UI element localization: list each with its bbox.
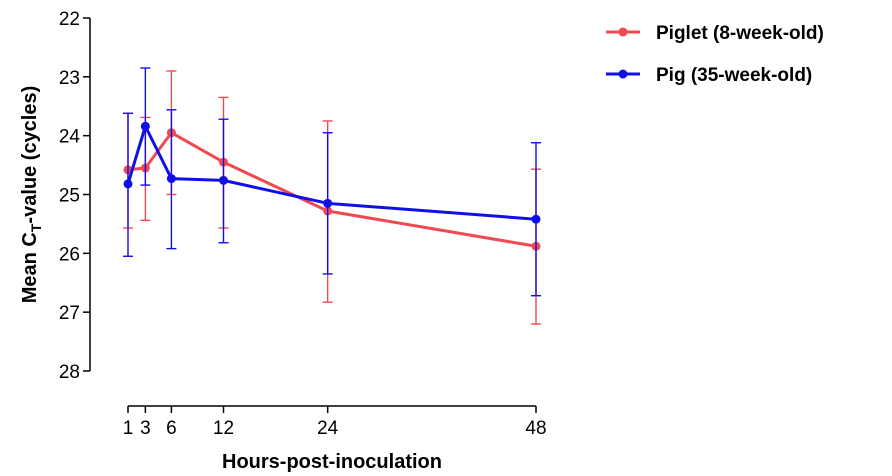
series-line bbox=[126, 124, 537, 221]
data-point bbox=[218, 175, 228, 185]
y-axis-title-subscript: T bbox=[28, 223, 44, 232]
data-point bbox=[123, 179, 133, 189]
legend-marker bbox=[618, 27, 628, 37]
y-tick-label: 24 bbox=[59, 127, 81, 148]
legend-label: Pig (35-week-old) bbox=[656, 65, 812, 86]
error-bars bbox=[123, 70, 541, 325]
data-point bbox=[140, 121, 150, 131]
series-2 bbox=[123, 67, 541, 297]
x-tick-label: 48 bbox=[525, 418, 546, 439]
y-tick-label: 26 bbox=[59, 244, 80, 265]
y-tick-label: 23 bbox=[59, 68, 80, 89]
data-point bbox=[166, 174, 176, 184]
legend: Piglet (8-week-old) Pig (35-week-old) bbox=[606, 23, 824, 86]
y-tick-label: 28 bbox=[59, 362, 80, 383]
plot-area bbox=[123, 67, 541, 325]
data-point bbox=[323, 198, 333, 208]
y-tick-label: 22 bbox=[59, 9, 80, 30]
x-axis-ticks: 1 3 6 12 24 48 bbox=[123, 406, 547, 439]
series-1 bbox=[123, 70, 541, 325]
series-line bbox=[127, 131, 537, 248]
axes: 22 23 24 25 26 27 28 1 3 6 12 24 48 bbox=[59, 9, 547, 439]
x-axis-title: Hours-post-inoculation bbox=[222, 451, 442, 473]
x-tick-label: 3 bbox=[140, 418, 151, 439]
y-axis-ticks: 22 23 24 25 26 27 28 bbox=[59, 9, 90, 383]
legend-label: Piglet (8-week-old) bbox=[656, 23, 824, 44]
x-tick-label: 6 bbox=[166, 418, 177, 439]
legend-marker bbox=[618, 69, 628, 79]
data-point bbox=[531, 214, 541, 224]
legend-item: Pig (35-week-old) bbox=[606, 65, 812, 86]
x-tick-label: 12 bbox=[213, 418, 234, 439]
y-axis-title-suffix: -value (cycles) bbox=[19, 86, 41, 224]
y-tick-label: 25 bbox=[59, 186, 80, 207]
y-axis-title: Mean CT-value (cycles) bbox=[19, 86, 44, 304]
legend-item: Piglet (8-week-old) bbox=[606, 23, 824, 44]
error-bars bbox=[123, 67, 541, 297]
x-tick-label: 1 bbox=[123, 418, 134, 439]
x-tick-label: 24 bbox=[317, 418, 339, 439]
y-tick-label: 27 bbox=[59, 303, 80, 324]
y-axis-title-prefix: Mean C bbox=[19, 232, 41, 303]
